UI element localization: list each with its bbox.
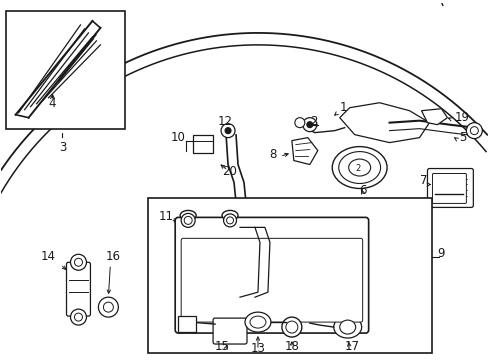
Ellipse shape xyxy=(331,147,386,189)
Bar xyxy=(178,316,196,332)
Bar xyxy=(148,198,431,353)
Text: 16: 16 xyxy=(105,250,120,263)
Polygon shape xyxy=(291,138,317,165)
Circle shape xyxy=(224,128,230,134)
Ellipse shape xyxy=(281,317,301,337)
Ellipse shape xyxy=(339,320,355,334)
Ellipse shape xyxy=(285,321,297,333)
Circle shape xyxy=(469,127,477,135)
Text: 4: 4 xyxy=(49,97,56,110)
Text: 2: 2 xyxy=(354,163,360,172)
Text: 14: 14 xyxy=(41,250,56,263)
Ellipse shape xyxy=(222,210,238,220)
Text: 12: 12 xyxy=(218,114,233,128)
Ellipse shape xyxy=(184,216,192,224)
Ellipse shape xyxy=(226,217,233,224)
Circle shape xyxy=(466,123,481,139)
Text: 19: 19 xyxy=(453,111,468,124)
Text: 2: 2 xyxy=(310,114,317,128)
Text: 7: 7 xyxy=(419,175,427,188)
Circle shape xyxy=(70,254,86,270)
Text: 9: 9 xyxy=(437,247,444,260)
FancyBboxPatch shape xyxy=(181,238,362,322)
Polygon shape xyxy=(339,103,428,143)
Circle shape xyxy=(306,122,312,128)
Circle shape xyxy=(74,313,82,321)
Circle shape xyxy=(70,309,86,325)
Ellipse shape xyxy=(249,316,265,328)
Text: 13: 13 xyxy=(250,342,265,355)
Circle shape xyxy=(98,297,118,317)
Text: 15: 15 xyxy=(214,340,229,353)
Ellipse shape xyxy=(333,316,361,338)
Text: 8: 8 xyxy=(269,148,276,161)
Text: 10: 10 xyxy=(170,131,185,144)
Circle shape xyxy=(221,124,235,138)
Text: 3: 3 xyxy=(59,141,66,154)
Circle shape xyxy=(302,118,316,132)
Ellipse shape xyxy=(181,213,195,228)
FancyBboxPatch shape xyxy=(66,262,90,316)
Polygon shape xyxy=(421,109,447,125)
Ellipse shape xyxy=(338,152,380,184)
Ellipse shape xyxy=(223,214,236,227)
FancyBboxPatch shape xyxy=(213,318,246,344)
Ellipse shape xyxy=(180,210,196,220)
Text: 17: 17 xyxy=(344,340,359,353)
Ellipse shape xyxy=(348,159,370,176)
Text: 11: 11 xyxy=(158,210,173,224)
Circle shape xyxy=(103,302,113,312)
Ellipse shape xyxy=(244,312,270,332)
Circle shape xyxy=(74,258,82,266)
FancyBboxPatch shape xyxy=(427,168,472,207)
FancyBboxPatch shape xyxy=(431,174,466,203)
FancyBboxPatch shape xyxy=(175,217,368,333)
Bar xyxy=(193,135,213,153)
Circle shape xyxy=(294,118,304,128)
Text: 18: 18 xyxy=(284,340,299,353)
Text: 20: 20 xyxy=(222,165,237,177)
Text: 6: 6 xyxy=(358,184,366,197)
Text: 5: 5 xyxy=(458,131,466,144)
Text: 1: 1 xyxy=(339,101,346,114)
Bar xyxy=(6,11,125,129)
